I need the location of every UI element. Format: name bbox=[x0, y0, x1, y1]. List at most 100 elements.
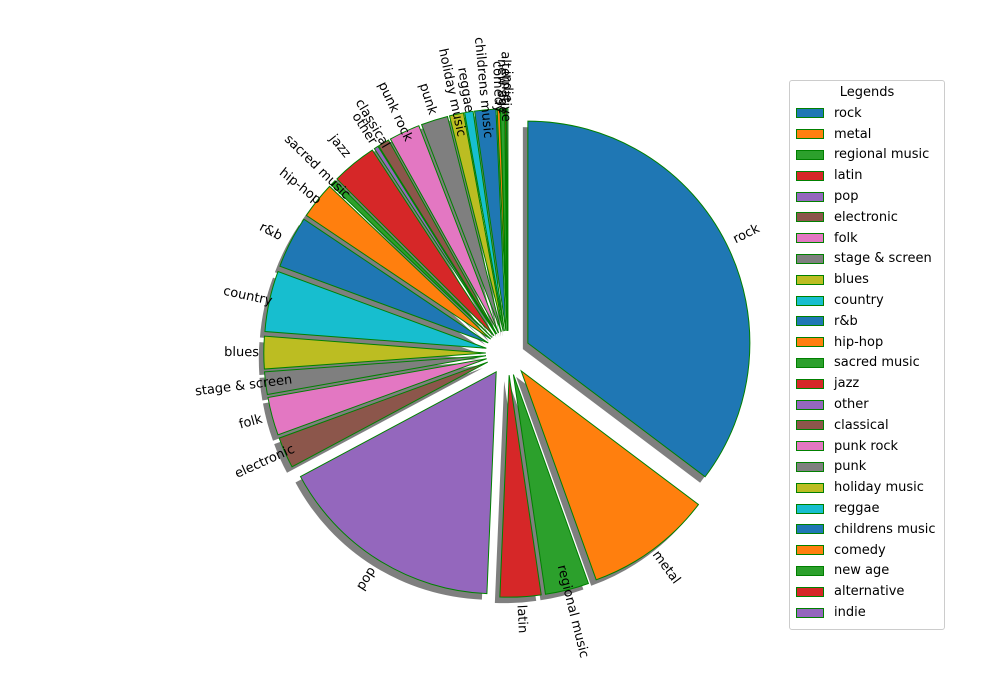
legend-swatch bbox=[796, 461, 824, 472]
slice-label-randb: r&b bbox=[257, 220, 285, 244]
legend-label: electronic bbox=[834, 209, 898, 225]
slice-childrens-music bbox=[473, 108, 507, 331]
legend-label: blues bbox=[834, 272, 869, 288]
legend-title: Legends bbox=[839, 85, 895, 100]
legend-swatch bbox=[796, 129, 824, 140]
legend-swatch bbox=[796, 295, 824, 306]
legend-swatch bbox=[796, 482, 824, 493]
legend-label: hip-hop bbox=[834, 334, 884, 350]
legend-item-indie: indie bbox=[796, 602, 938, 623]
legend-item-alternative: alternative bbox=[796, 581, 938, 602]
legend-swatch bbox=[796, 441, 824, 452]
legend-item-regional-music: regional music bbox=[796, 145, 938, 166]
legend-label: new age bbox=[834, 563, 890, 579]
legend-item-randb: r&b bbox=[796, 311, 938, 332]
legend-label: r&b bbox=[834, 313, 858, 329]
legend-swatch bbox=[796, 399, 824, 410]
slice-reggae bbox=[464, 110, 505, 332]
slice-sacred-music bbox=[330, 179, 493, 338]
legend-label: indie bbox=[834, 605, 866, 621]
legend-label: childrens music bbox=[834, 521, 936, 537]
legend-label: alternative bbox=[834, 584, 905, 600]
legend-item-sacred-music: sacred music bbox=[796, 353, 938, 374]
legend-label: other bbox=[834, 397, 869, 413]
slice-classical bbox=[377, 139, 498, 335]
slice-label-comedy: comedy bbox=[489, 61, 506, 114]
slice-jazz bbox=[336, 149, 495, 337]
legend-swatch bbox=[796, 274, 824, 285]
legend-item-holiday-music: holiday music bbox=[796, 477, 938, 498]
legend-label: latin bbox=[834, 168, 863, 184]
legend-swatch bbox=[796, 191, 824, 202]
slice-label-folk: folk bbox=[237, 412, 264, 433]
legend: Legends rock metal regional music latin pop e… bbox=[789, 80, 945, 630]
slice-label-country: country bbox=[222, 284, 274, 309]
slice-other bbox=[373, 145, 497, 335]
legend-label: country bbox=[834, 293, 884, 309]
legend-item-rock: rock bbox=[796, 103, 938, 124]
legend-label: rock bbox=[834, 105, 862, 121]
slice-metal bbox=[520, 369, 700, 581]
legend-item-classical: classical bbox=[796, 415, 938, 436]
slice-country bbox=[264, 270, 487, 349]
legend-item-reggae: reggae bbox=[796, 498, 938, 519]
slice-rock bbox=[527, 120, 751, 478]
slice-hip-hop bbox=[305, 185, 492, 340]
legend-label: classical bbox=[834, 417, 889, 433]
legend-item-childrens-music: childrens music bbox=[796, 519, 938, 540]
slice-label-alternative: alternative bbox=[498, 51, 514, 122]
legend-label: holiday music bbox=[834, 480, 924, 496]
slice-blues bbox=[263, 335, 486, 370]
legend-item-stage-and-screen: stage & screen bbox=[796, 249, 938, 270]
legend-swatch bbox=[796, 524, 824, 535]
legend-item-pop: pop bbox=[796, 186, 938, 207]
legend-label: stage & screen bbox=[834, 251, 932, 267]
legend-label: folk bbox=[834, 230, 858, 246]
legend-label: reggae bbox=[834, 501, 880, 517]
slice-holiday-music bbox=[448, 112, 504, 332]
legend-item-comedy: comedy bbox=[796, 540, 938, 561]
legend-label: pop bbox=[834, 189, 859, 205]
slice-folk bbox=[267, 358, 487, 436]
slice-label-pop: pop bbox=[353, 564, 379, 593]
legend-item-electronic: electronic bbox=[796, 207, 938, 228]
legend-label: jazz bbox=[834, 376, 860, 392]
slice-label-latin: latin bbox=[514, 604, 530, 633]
slice-wedges bbox=[263, 108, 751, 598]
slice-indie bbox=[505, 108, 509, 331]
legend-swatch bbox=[796, 212, 824, 223]
legend-swatch bbox=[796, 253, 824, 264]
legend-label: punk rock bbox=[834, 438, 899, 454]
slice-label-rock: rock bbox=[731, 221, 763, 247]
legend-swatch bbox=[796, 378, 824, 389]
legend-items: rock metal regional music latin pop electroni… bbox=[796, 103, 938, 623]
slice-stage-and-screen bbox=[264, 355, 487, 396]
slice-electronic bbox=[278, 361, 488, 468]
slice-pop bbox=[299, 370, 497, 595]
legend-label: metal bbox=[834, 126, 872, 142]
slice-label-new-age: new age bbox=[494, 59, 510, 115]
legend-swatch bbox=[796, 149, 824, 160]
slice-label-metal: metal bbox=[649, 548, 683, 587]
legend-item-jazz: jazz bbox=[796, 373, 938, 394]
slice-punk-rock bbox=[389, 125, 500, 334]
legend-swatch bbox=[796, 337, 824, 348]
legend-item-punk: punk bbox=[796, 457, 938, 478]
legend-item-punk-rock: punk rock bbox=[796, 436, 938, 457]
legend-label: sacred music bbox=[834, 355, 920, 371]
legend-label: punk bbox=[834, 459, 867, 475]
legend-label: regional music bbox=[834, 147, 930, 163]
legend-swatch bbox=[796, 420, 824, 431]
legend-swatch bbox=[796, 170, 824, 181]
legend-swatch bbox=[796, 503, 824, 514]
slice-label-blues: blues bbox=[224, 345, 259, 360]
slice-regional-music bbox=[512, 374, 590, 595]
legend-label: comedy bbox=[834, 542, 886, 558]
slice-label-punk: punk bbox=[416, 81, 440, 117]
legend-item-new-age: new age bbox=[796, 561, 938, 582]
legend-item-country: country bbox=[796, 290, 938, 311]
legend-item-folk: folk bbox=[796, 228, 938, 249]
legend-swatch bbox=[796, 233, 824, 244]
legend-swatch bbox=[796, 108, 824, 119]
